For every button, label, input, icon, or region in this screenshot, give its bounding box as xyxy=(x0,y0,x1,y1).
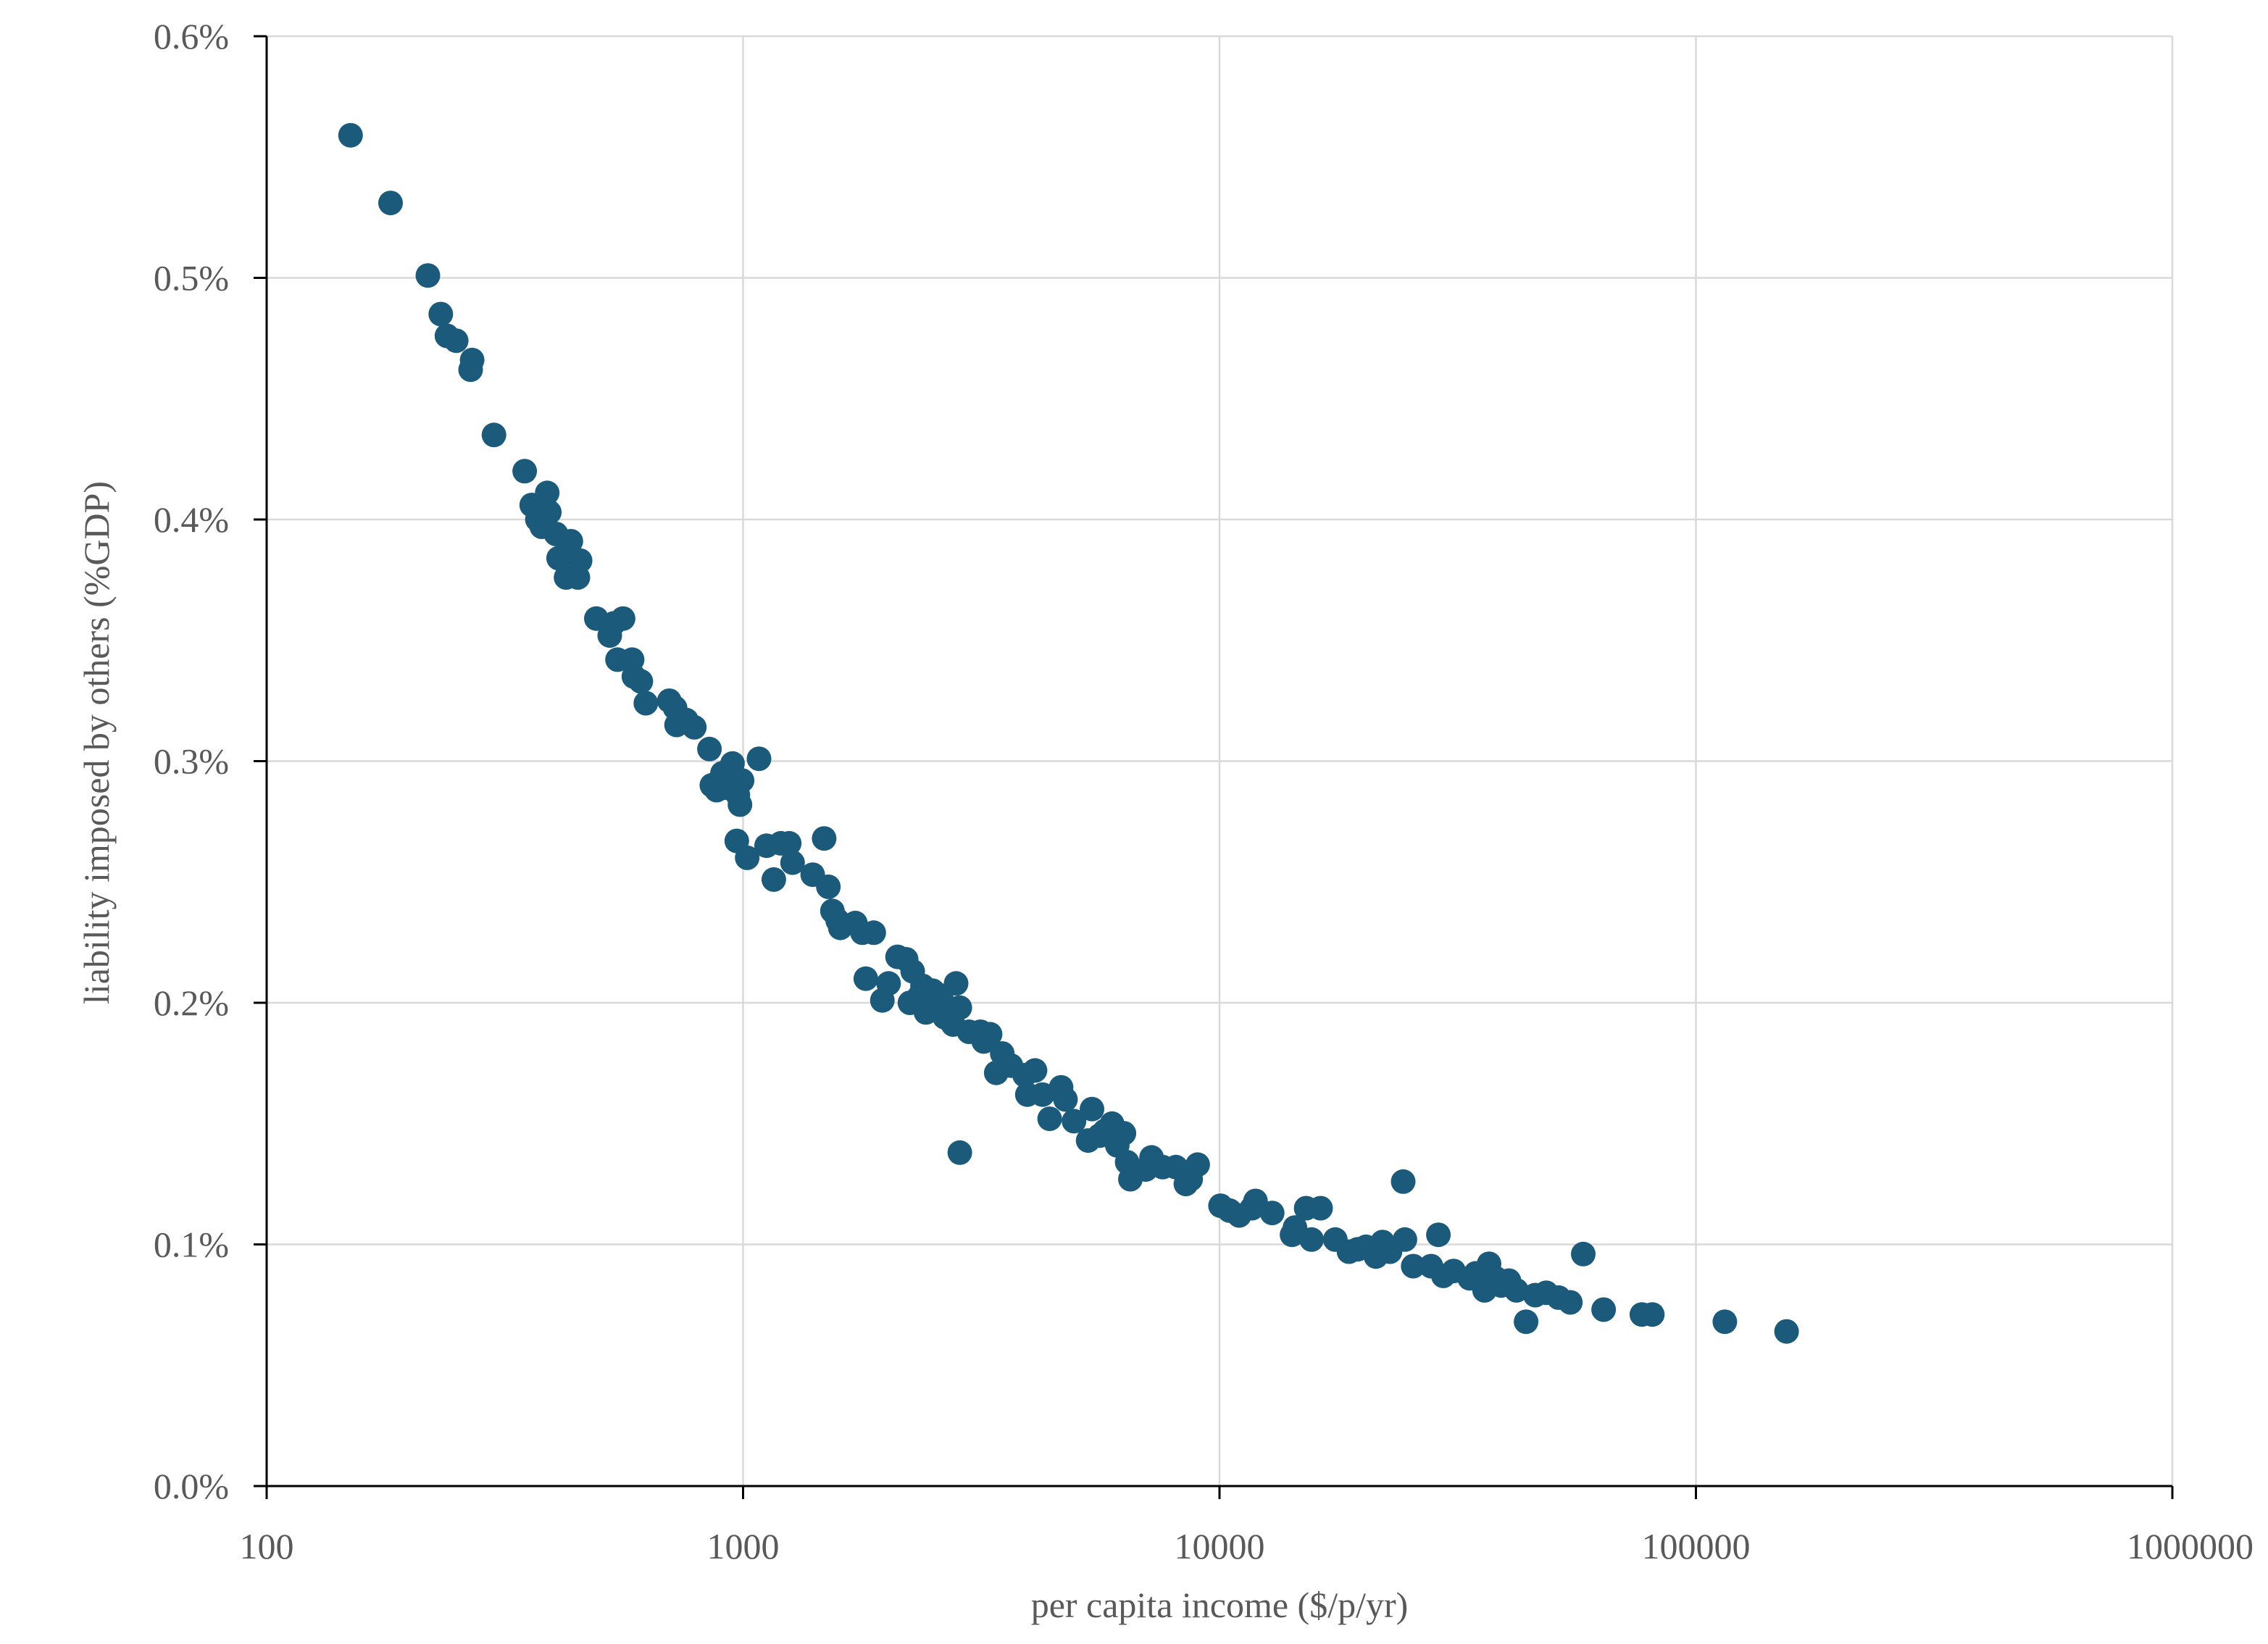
data-point xyxy=(730,768,755,793)
data-points xyxy=(338,122,1799,1344)
x-tick-label: 1000 xyxy=(707,1526,780,1566)
data-point xyxy=(1591,1297,1617,1322)
data-point xyxy=(1571,1241,1596,1267)
y-tick-label: 0.5% xyxy=(154,258,229,299)
data-point xyxy=(1774,1319,1799,1344)
data-point xyxy=(1037,1106,1062,1132)
data-point xyxy=(853,966,878,991)
data-point xyxy=(535,480,560,506)
y-tick-label: 0.4% xyxy=(154,499,229,540)
data-point xyxy=(481,422,506,448)
data-point xyxy=(777,830,802,856)
y-tick-label: 0.0% xyxy=(154,1466,229,1506)
data-point xyxy=(1030,1082,1055,1107)
data-point xyxy=(1712,1309,1738,1335)
data-point xyxy=(947,1140,972,1165)
grid-lines xyxy=(267,35,2174,1486)
data-point xyxy=(780,850,805,875)
data-point xyxy=(735,845,760,870)
x-tick-label: 1000000 xyxy=(2127,1526,2254,1566)
data-point xyxy=(746,746,772,772)
data-point xyxy=(1392,1227,1417,1252)
data-point xyxy=(682,714,707,740)
data-point xyxy=(537,500,562,525)
data-point xyxy=(546,546,571,571)
data-point xyxy=(1391,1169,1416,1194)
y-tick-label: 0.1% xyxy=(154,1224,229,1265)
data-point xyxy=(1112,1121,1137,1146)
data-point xyxy=(727,792,753,817)
x-tick-label: 100 xyxy=(240,1526,294,1566)
data-point xyxy=(378,191,403,216)
data-point xyxy=(1053,1087,1078,1112)
data-point xyxy=(977,1022,1003,1047)
data-point xyxy=(458,357,483,383)
y-tick-label: 0.3% xyxy=(154,741,229,782)
data-point xyxy=(1259,1201,1285,1226)
data-point xyxy=(876,971,901,996)
data-point xyxy=(1558,1290,1583,1315)
y-tick-label: 0.2% xyxy=(154,982,229,1023)
data-point xyxy=(443,328,469,354)
data-point xyxy=(428,301,454,327)
data-point xyxy=(610,606,635,631)
data-point xyxy=(1022,1058,1048,1083)
data-point xyxy=(1308,1196,1333,1221)
data-point xyxy=(1514,1309,1539,1335)
data-point xyxy=(812,826,837,851)
data-point xyxy=(947,995,972,1020)
data-point xyxy=(1426,1222,1451,1248)
data-point xyxy=(861,920,886,946)
axis-ticks xyxy=(254,35,2174,1499)
data-point xyxy=(816,874,841,899)
y-axis-title: liability imposed by others (%GDP) xyxy=(76,481,117,1004)
x-tick-label: 100000 xyxy=(1642,1526,1751,1566)
data-point xyxy=(633,690,659,716)
x-tick-label: 10000 xyxy=(1175,1526,1265,1566)
data-point xyxy=(943,971,969,996)
y-tick-label: 0.6% xyxy=(154,16,229,57)
data-point xyxy=(567,548,593,573)
data-point xyxy=(761,867,786,892)
data-point xyxy=(1401,1253,1426,1279)
data-point xyxy=(697,736,722,762)
data-point xyxy=(1062,1109,1087,1134)
data-point xyxy=(1640,1302,1665,1327)
data-point xyxy=(338,122,363,148)
data-point xyxy=(1299,1227,1324,1252)
data-point xyxy=(558,529,583,554)
data-point xyxy=(415,263,441,288)
x-axis-title: per capita income ($/p/yr) xyxy=(1031,1585,1409,1625)
data-point xyxy=(1504,1277,1529,1303)
data-point xyxy=(512,459,538,484)
data-point xyxy=(1080,1096,1104,1122)
tick-labels: 0.0% 0.1% 0.2% 0.3% 0.4% 0.5% 0.6% 100 1000 10000… xyxy=(154,16,2254,1566)
data-point xyxy=(628,669,654,694)
data-point xyxy=(1178,1167,1204,1192)
